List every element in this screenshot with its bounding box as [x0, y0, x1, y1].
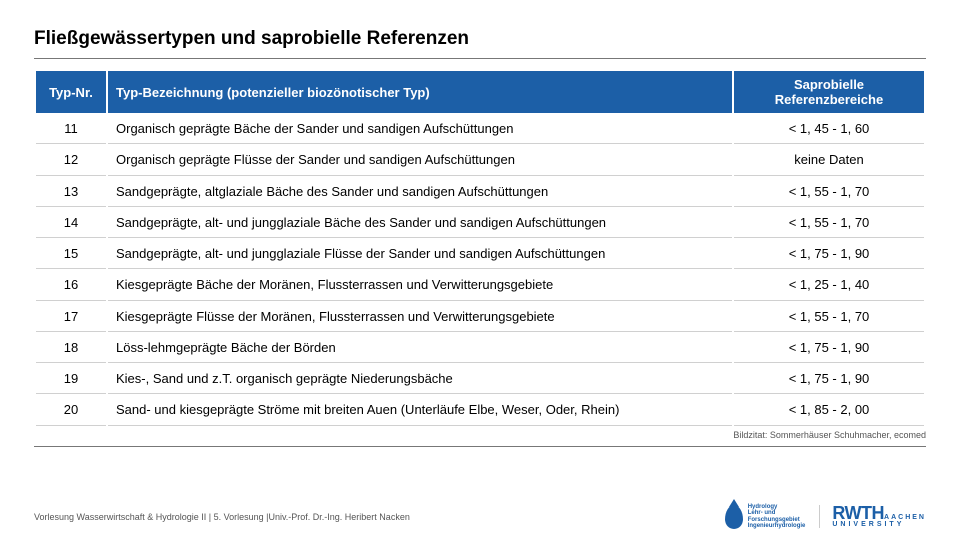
bottom-rule	[34, 446, 926, 447]
water-drop-icon	[725, 505, 743, 529]
cell-typ-nr: 20	[36, 396, 106, 425]
logo-group: Hydrology Lehr- und Forschungsgebiet Ing…	[725, 504, 926, 530]
types-table: Typ-Nr. Typ-Bezeichnung (potenzieller bi…	[34, 69, 926, 428]
cell-typ-nr: 18	[36, 334, 106, 363]
cell-referenzbereich: < 1, 75 - 1, 90	[734, 240, 924, 269]
rwth-logo-sub: UNIVERSITY	[832, 521, 926, 528]
cell-typ-bezeichnung: Sandgeprägte, alt- und jungglaziale Bäch…	[108, 209, 732, 238]
table-header-row: Typ-Nr. Typ-Bezeichnung (potenzieller bi…	[36, 71, 924, 113]
table-row: 14Sandgeprägte, alt- und jungglaziale Bä…	[36, 209, 924, 238]
col-header-nr: Typ-Nr.	[36, 71, 106, 113]
cell-typ-bezeichnung: Sandgeprägte, alt- und jungglaziale Flüs…	[108, 240, 732, 269]
hydrology-logo: Hydrology Lehr- und Forschungsgebiet Ing…	[725, 504, 806, 530]
cell-typ-bezeichnung: Organisch geprägte Flüsse der Sander und…	[108, 146, 732, 175]
cell-typ-nr: 14	[36, 209, 106, 238]
col-header-ref: Saprobielle Referenzbereiche	[734, 71, 924, 113]
table-row: 13Sandgeprägte, altglaziale Bäche des Sa…	[36, 178, 924, 207]
cell-typ-bezeichnung: Kies-, Sand und z.T. organisch geprägte …	[108, 365, 732, 394]
table-row: 17Kiesgeprägte Flüsse der Moränen, Fluss…	[36, 303, 924, 332]
table-row: 16Kiesgeprägte Bäche der Moränen, Flusst…	[36, 271, 924, 300]
cell-typ-nr: 12	[36, 146, 106, 175]
table-row: 15Sandgeprägte, alt- und jungglaziale Fl…	[36, 240, 924, 269]
cell-typ-bezeichnung: Sandgeprägte, altglaziale Bäche des Sand…	[108, 178, 732, 207]
cell-typ-bezeichnung: Kiesgeprägte Flüsse der Moränen, Flusste…	[108, 303, 732, 332]
cell-referenzbereich: < 1, 55 - 1, 70	[734, 303, 924, 332]
cell-referenzbereich: < 1, 75 - 1, 90	[734, 365, 924, 394]
cell-typ-bezeichnung: Organisch geprägte Bäche der Sander und …	[108, 115, 732, 144]
hydro-line: Lehr- und	[748, 510, 806, 517]
cell-referenzbereich: < 1, 85 - 2, 00	[734, 396, 924, 425]
table-row: 18Löss-lehmgeprägte Bäche der Börden< 1,…	[36, 334, 924, 363]
cell-typ-nr: 16	[36, 271, 106, 300]
cell-typ-nr: 15	[36, 240, 106, 269]
title-rule	[34, 58, 926, 59]
cell-referenzbereich: keine Daten	[734, 146, 924, 175]
cell-referenzbereich: < 1, 55 - 1, 70	[734, 209, 924, 238]
cell-referenzbereich: < 1, 55 - 1, 70	[734, 178, 924, 207]
cell-typ-bezeichnung: Löss-lehmgeprägte Bäche der Börden	[108, 334, 732, 363]
cell-typ-nr: 19	[36, 365, 106, 394]
cell-typ-nr: 11	[36, 115, 106, 144]
hydro-line: Forschungsgebiet	[748, 517, 806, 524]
table-row: 19Kies-, Sand und z.T. organisch geprägt…	[36, 365, 924, 394]
hydro-line: Ingenieurhydrologie	[748, 523, 806, 530]
cell-referenzbereich: < 1, 25 - 1, 40	[734, 271, 924, 300]
rwth-logo: RWTHAACHEN UNIVERSITY	[819, 505, 926, 528]
table-row: 11Organisch geprägte Bäche der Sander un…	[36, 115, 924, 144]
col-header-bez: Typ-Bezeichnung (potenzieller biozönotis…	[108, 71, 732, 113]
cell-typ-bezeichnung: Sand- und kiesgeprägte Ströme mit breite…	[108, 396, 732, 425]
cell-typ-bezeichnung: Kiesgeprägte Bäche der Moränen, Flusster…	[108, 271, 732, 300]
slide-footer: Vorlesung Wasserwirtschaft & Hydrologie …	[34, 504, 926, 530]
table-row: 12Organisch geprägte Flüsse der Sander u…	[36, 146, 924, 175]
cell-typ-nr: 13	[36, 178, 106, 207]
footer-text: Vorlesung Wasserwirtschaft & Hydrologie …	[34, 512, 410, 522]
page-title: Fließgewässertypen und saprobielle Refer…	[34, 28, 926, 50]
image-citation: Bildzitat: Sommerhäuser Schuhmacher, eco…	[34, 430, 926, 440]
cell-referenzbereich: < 1, 45 - 1, 60	[734, 115, 924, 144]
hydrology-logo-text: Hydrology Lehr- und Forschungsgebiet Ing…	[748, 504, 806, 530]
cell-referenzbereich: < 1, 75 - 1, 90	[734, 334, 924, 363]
rwth-logo-main: RWTHAACHEN	[832, 505, 926, 521]
cell-typ-nr: 17	[36, 303, 106, 332]
table-row: 20Sand- und kiesgeprägte Ströme mit brei…	[36, 396, 924, 425]
hydro-line: Hydrology	[748, 504, 806, 511]
